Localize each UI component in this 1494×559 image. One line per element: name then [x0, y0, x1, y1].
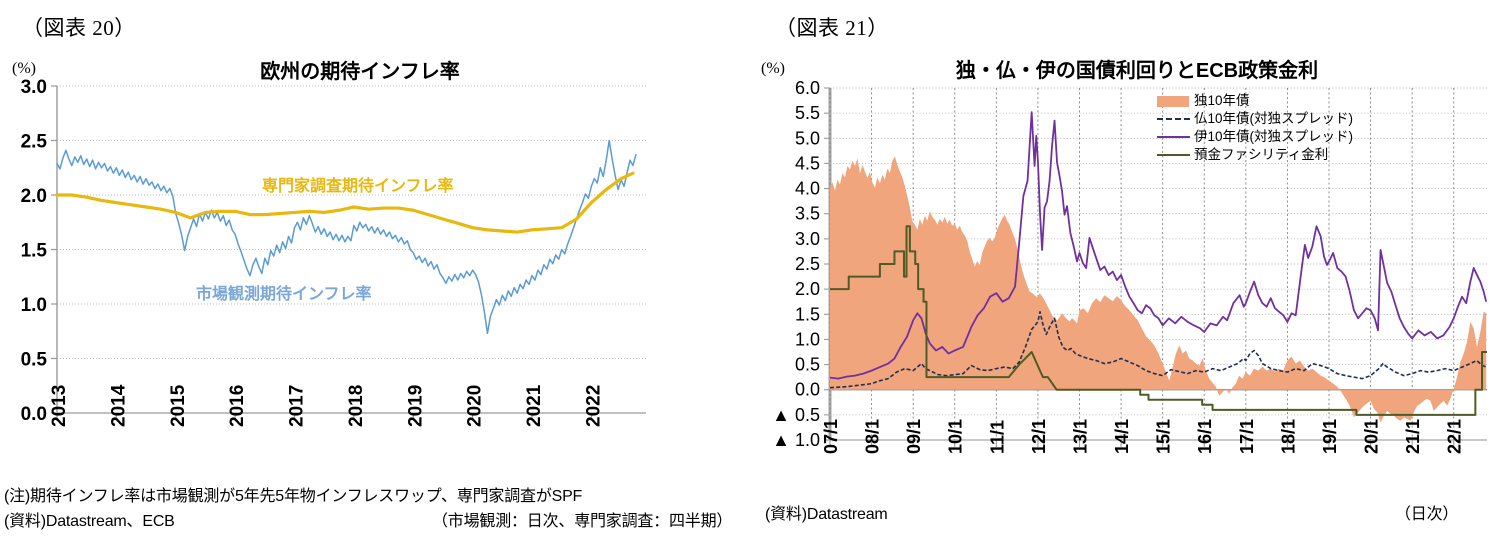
figure-21-legend: 独10年債仏10年債(対独スプレッド) 伊10年債(対独スプレッド) 預金ファシリテ…	[1157, 92, 1353, 164]
svg-text:14/1: 14/1	[1112, 419, 1132, 454]
svg-text:2017: 2017	[287, 385, 308, 427]
figure-21-source: (資料)Datastream	[765, 506, 888, 523]
svg-text:15/1: 15/1	[1154, 419, 1174, 454]
legend-item: 伊10年債(対独スプレッド)	[1157, 128, 1353, 146]
svg-text:1.5: 1.5	[21, 241, 48, 262]
figure-20-unit-label: (%)	[12, 60, 36, 77]
svg-text:2016: 2016	[227, 385, 248, 427]
svg-text:21/1: 21/1	[1403, 419, 1423, 454]
figure-21-panel: （図表 21） 独・仏・伊の国債利回りとECB政策金利 (%) 6.0 5.5 5.…	[747, 0, 1494, 559]
figure-20-title: 欧州の期待インフレ率	[260, 61, 460, 83]
spf-series-label: 専門家調査期待インフレ率	[262, 178, 454, 195]
svg-text:09/1: 09/1	[904, 419, 924, 454]
legend-label: 仏10年債(対独スプレッド)	[1194, 110, 1354, 126]
legend-marker	[1157, 96, 1189, 107]
svg-text:3.5: 3.5	[795, 204, 820, 224]
svg-text:2.0: 2.0	[795, 279, 820, 299]
svg-text:2015: 2015	[168, 384, 189, 427]
svg-text:5.5: 5.5	[795, 103, 820, 123]
svg-text:3.0: 3.0	[21, 77, 47, 98]
legend-marker	[1157, 136, 1190, 138]
svg-text:1.0: 1.0	[21, 295, 47, 316]
legend-key-icon	[1157, 112, 1191, 126]
svg-text:1.5: 1.5	[795, 304, 820, 324]
figure-21-number: （図表 21）	[775, 16, 889, 40]
figure-20-panel: （図表 20） 欧州の期待インフレ率 (%) 0.0 0.5 1.0 1.5 2.0 2.…	[0, 0, 747, 530]
svg-text:08/1: 08/1	[863, 419, 883, 454]
legend-item: 預金ファシリティ金利	[1157, 146, 1353, 164]
svg-text:0.5: 0.5	[795, 355, 820, 375]
figure-20-number: （図表 20）	[22, 16, 136, 40]
legend-marker	[1157, 154, 1190, 156]
svg-text:▲ 0.5: ▲ 0.5	[772, 405, 820, 425]
svg-text:22/1: 22/1	[1445, 419, 1465, 454]
svg-text:2018: 2018	[346, 385, 367, 427]
svg-text:2.5: 2.5	[795, 254, 820, 274]
svg-text:12/1: 12/1	[1029, 419, 1049, 454]
figure-20-frequency: （市場観測：日次、専門家調査：四半期）	[432, 513, 733, 530]
legend-key-icon	[1157, 130, 1191, 144]
svg-text:2.0: 2.0	[21, 186, 47, 207]
legend-marker	[1157, 118, 1190, 120]
figure-21-unit-label: (%)	[761, 60, 785, 77]
svg-text:2013: 2013	[49, 385, 70, 427]
svg-text:3.0: 3.0	[795, 229, 820, 249]
svg-text:4.5: 4.5	[795, 153, 820, 173]
svg-text:5.0: 5.0	[795, 128, 820, 148]
figure-20-source: (資料)Datastream、ECB	[4, 513, 175, 530]
legend-item: 仏10年債(対独スプレッド)	[1157, 110, 1353, 128]
figure-21-svg: 6.0 5.5 5.0 4.5 4.0 3.5 3.0 2.5 2.0 1.5 1.0 0.5 0.0 ▲…	[772, 78, 1487, 454]
figure-20-note: (注)期待インフレ率は市場観測が5年先5年物インフレスワップ、専門家調査がSPF	[4, 488, 583, 505]
svg-text:11/1: 11/1	[987, 420, 1007, 454]
figure-21-title: 独・仏・伊の国債利回りとECB政策金利	[955, 60, 1319, 82]
svg-text:4.0: 4.0	[795, 179, 820, 199]
svg-text:20/1: 20/1	[1362, 419, 1382, 454]
svg-text:2020: 2020	[465, 385, 486, 427]
legend-key-icon	[1157, 148, 1191, 162]
figure-21-frequency: （日次）	[1395, 506, 1459, 523]
legend-key-icon	[1157, 94, 1191, 108]
svg-text:18/1: 18/1	[1278, 419, 1298, 454]
svg-text:▲ 1.0: ▲ 1.0	[772, 430, 820, 450]
svg-text:19/1: 19/1	[1320, 419, 1340, 454]
svg-text:10/1: 10/1	[946, 419, 966, 454]
svg-text:2021: 2021	[524, 384, 545, 427]
svg-text:0.0: 0.0	[795, 380, 820, 400]
svg-text:16/1: 16/1	[1195, 419, 1215, 454]
figure-20-svg: 0.0 0.5 1.0 1.5 2.0 2.5 3.0 2013 2014 2015 2016 201…	[21, 77, 646, 427]
svg-text:07/1: 07/1	[821, 419, 841, 454]
svg-text:0.5: 0.5	[21, 350, 48, 371]
svg-text:0.0: 0.0	[21, 404, 47, 425]
legend-item: 独10年債	[1157, 92, 1353, 110]
figure-21-plot: 6.0 5.5 5.0 4.5 4.0 3.5 3.0 2.5 2.0 1.5 1.0 0.5 0.0 ▲…	[747, 0, 1494, 490]
svg-text:1.0: 1.0	[795, 329, 820, 349]
svg-text:6.0: 6.0	[795, 78, 820, 98]
legend-label: 伊10年債(対独スプレッド)	[1194, 128, 1354, 144]
legend-label: 独10年債	[1194, 92, 1250, 108]
legend-label: 預金ファシリティ金利	[1194, 146, 1329, 162]
svg-text:13/1: 13/1	[1070, 419, 1090, 454]
svg-text:2022: 2022	[583, 385, 604, 427]
svg-text:2019: 2019	[405, 385, 426, 427]
svg-text:2.5: 2.5	[21, 132, 48, 153]
figure-20-plot: 0.0 0.5 1.0 1.5 2.0 2.5 3.0 2013 2014 2015 2016 201…	[0, 0, 747, 480]
svg-text:17/1: 17/1	[1237, 419, 1257, 454]
svg-text:2014: 2014	[108, 384, 129, 427]
market-series-label: 市場観測期待インフレ率	[196, 286, 372, 303]
